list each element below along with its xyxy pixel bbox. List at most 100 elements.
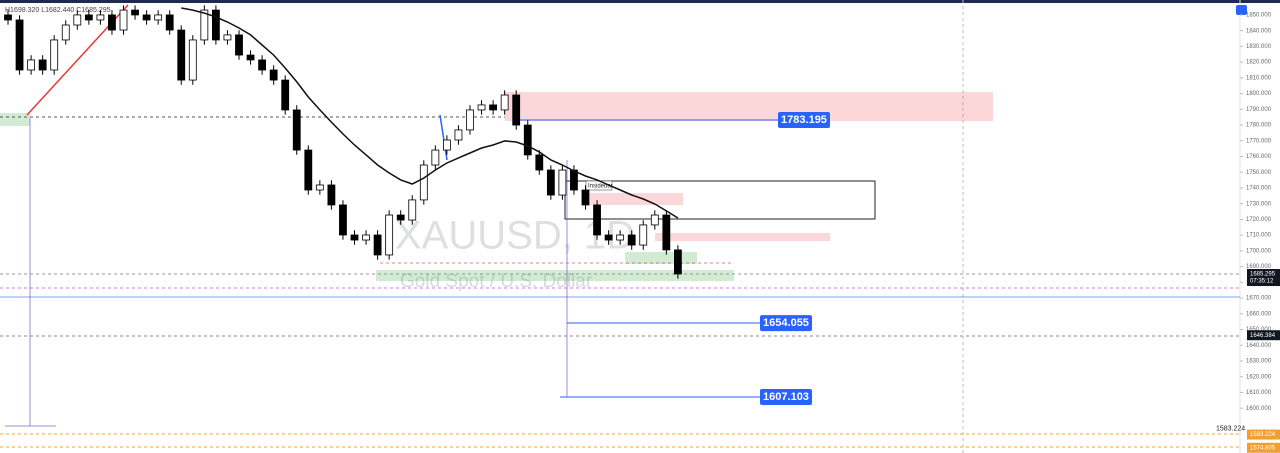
moving-average — [181, 7, 679, 219]
y-tick-label: 1840.000 — [1246, 28, 1272, 34]
y-tick-label: 1660.000 — [1246, 311, 1272, 317]
y-tick-label: 1800.000 — [1246, 91, 1272, 97]
candle-body — [200, 9, 209, 41]
y-tick-label: 1810.000 — [1246, 75, 1272, 81]
y-tick-label: 1720.000 — [1246, 217, 1272, 223]
candle-body — [362, 234, 370, 241]
candle-body — [466, 109, 474, 131]
marked-price-box — [1247, 330, 1280, 341]
candle-body — [419, 164, 428, 201]
demand-zone — [376, 270, 734, 281]
candle-body — [523, 124, 532, 156]
y-tick-label: 1600.000 — [1246, 406, 1272, 412]
y-tick-label: 1690.000 — [1246, 264, 1272, 270]
candle-body — [315, 184, 324, 191]
candle-body — [258, 59, 267, 71]
candle-body — [339, 204, 347, 236]
candle-body — [84, 14, 93, 21]
candle-body — [281, 79, 290, 111]
watermark-description: Gold Spot / U.S. Dollar — [400, 271, 593, 292]
y-tick-label: 1650.000 — [1246, 327, 1272, 333]
candle-body — [73, 14, 82, 26]
settings-button[interactable] — [1236, 5, 1247, 15]
candle-body — [131, 9, 139, 16]
candle-body — [604, 234, 613, 241]
y-tick-label: 1620.000 — [1246, 374, 1272, 380]
candle-body — [235, 34, 243, 56]
candle-body — [627, 234, 636, 246]
candles — [4, 5, 682, 279]
candle-body — [396, 214, 405, 221]
candle-body — [246, 54, 255, 61]
candle-body — [119, 9, 128, 31]
candle-body — [662, 214, 671, 251]
last-price-label: 1685.295 — [1250, 272, 1276, 278]
last-price-box — [1247, 269, 1280, 287]
alert-price-label: 1574.805 — [1250, 445, 1276, 451]
candle-body — [38, 59, 47, 71]
candle-body — [350, 234, 359, 241]
candle-body — [27, 59, 36, 71]
price-axis: 1850.000 1840.000 1830.000 1820.000 1810.000… — [1240, 13, 1272, 412]
target-label-box — [760, 315, 812, 332]
target-label-box — [760, 388, 812, 405]
supply-zone — [590, 193, 683, 205]
y-tick-label: 1830.000 — [1246, 44, 1272, 50]
candle-body — [535, 154, 544, 171]
target-label: 1654.055 — [763, 317, 809, 329]
supply-zone — [505, 92, 993, 121]
candle-body — [454, 129, 463, 141]
candle-body — [188, 39, 197, 81]
y-tick-label: 1640.000 — [1246, 343, 1272, 349]
y-tick-label: 1700.000 — [1246, 248, 1272, 254]
y-tick-label: 1750.000 — [1246, 170, 1272, 176]
y-tick-label: 1630.000 — [1246, 359, 1272, 365]
y-tick-label: 1710.000 — [1246, 233, 1272, 239]
price-labels: 1783.195 1654.055 1607.103 1685.29507:35:12… — [760, 112, 1280, 453]
candle-body — [4, 14, 12, 21]
demand-zone — [625, 252, 697, 264]
y-tick-label: 1770.000 — [1246, 138, 1272, 144]
candle-body — [50, 39, 59, 71]
candle-body — [96, 14, 105, 21]
candle-body — [500, 94, 509, 111]
candle-body — [431, 149, 440, 166]
candle-body — [546, 169, 555, 196]
y-tick-label: 1790.000 — [1246, 107, 1272, 113]
candle-body — [304, 149, 313, 191]
annotation-label: Insidebar — [588, 184, 613, 190]
candle-body — [15, 19, 24, 71]
candle-body — [489, 104, 498, 111]
y-tick-label: 1820.000 — [1246, 60, 1272, 66]
candle-body — [61, 24, 70, 41]
candle-body — [408, 199, 417, 221]
y-tick-label: 1780.000 — [1246, 123, 1272, 129]
range-box — [564, 180, 876, 220]
target-label: 1607.103 — [763, 391, 809, 403]
supply-zone — [655, 233, 830, 241]
candle-body — [142, 14, 151, 21]
candle-body — [292, 109, 301, 151]
y-tick-label: 1760.000 — [1246, 154, 1272, 160]
alert-price-box — [1247, 429, 1280, 440]
candle-body — [211, 9, 220, 41]
y-tick-label: 1610.000 — [1246, 390, 1272, 396]
demand-zone — [0, 113, 30, 126]
countdown-label: 07:35:12 — [1250, 279, 1274, 285]
top-bar — [0, 0, 1280, 3]
candle-body — [165, 14, 174, 31]
candle-body — [385, 214, 394, 256]
target-label: 1783.195 — [781, 114, 827, 126]
candle-body — [581, 189, 590, 206]
candle-body — [616, 234, 625, 241]
ohlc-legend: H1698.320 L1682.440 C1685.295 — [5, 7, 111, 14]
trend-line — [439, 114, 448, 161]
candle-body — [177, 29, 186, 81]
candle-body — [327, 184, 336, 206]
candle-body — [593, 204, 601, 236]
candle-body — [108, 14, 116, 31]
candle-body — [639, 224, 648, 246]
candle-body — [512, 94, 521, 126]
alert-price-label: 1583.224 — [1250, 432, 1276, 438]
